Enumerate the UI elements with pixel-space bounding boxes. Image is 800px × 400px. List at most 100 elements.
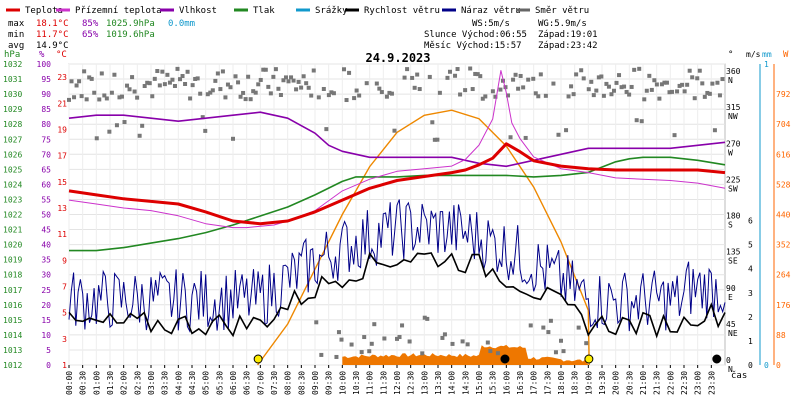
dir-point-237 bbox=[664, 80, 669, 85]
dir-point-129 bbox=[392, 128, 397, 133]
xtick-label-30: 15:00 bbox=[475, 371, 484, 395]
xtick-label-44: 22:00 bbox=[666, 371, 675, 395]
dir-point-122 bbox=[374, 81, 379, 86]
dir-point-219 bbox=[619, 85, 624, 90]
tick-hum-10: 50 bbox=[41, 211, 51, 220]
dir-point-17 bbox=[109, 90, 114, 95]
xtick-label-39: 19:30 bbox=[598, 371, 607, 395]
dir-point-222 bbox=[627, 92, 632, 97]
dir-point-75 bbox=[256, 82, 261, 87]
tick-hpa-10: 1022 bbox=[3, 211, 22, 220]
tick-hpa-19: 1031 bbox=[3, 75, 22, 84]
dir-point-16 bbox=[107, 129, 112, 134]
dir-point-0 bbox=[67, 97, 71, 102]
dir-point-81 bbox=[271, 74, 276, 79]
xtick-label-34: 17:00 bbox=[530, 371, 539, 395]
tick-speed-2: 2 bbox=[748, 313, 753, 322]
dir-point-192 bbox=[551, 81, 556, 86]
dir-point-126 bbox=[384, 94, 389, 99]
dir-point-114 bbox=[354, 88, 359, 93]
dir-point-240 bbox=[672, 133, 677, 138]
series-wind-speed bbox=[68, 251, 726, 339]
axis-hum-label: % bbox=[39, 50, 45, 60]
dir-point-46 bbox=[183, 81, 188, 86]
tick-solar-4: 352 bbox=[776, 241, 791, 250]
xtick-label-4: 02:00 bbox=[120, 371, 129, 395]
tick-temp-2: 5 bbox=[62, 309, 67, 318]
dir-point-258 bbox=[717, 93, 722, 98]
xtick-label-16: 08:00 bbox=[284, 371, 293, 395]
dir-point-54 bbox=[203, 128, 208, 133]
dir-point-26 bbox=[132, 89, 137, 94]
dir-point-208 bbox=[591, 93, 596, 98]
dir-point-118 bbox=[364, 81, 369, 86]
xtick-label-0: 00:00 bbox=[65, 371, 74, 395]
tick-dir-1: 45 bbox=[726, 320, 736, 329]
dir-point-146 bbox=[435, 137, 440, 142]
dir-point-185 bbox=[533, 91, 538, 96]
dir-point-195 bbox=[559, 338, 563, 343]
axis-hpa-label: hPa bbox=[4, 50, 20, 60]
dir-point-66 bbox=[233, 74, 238, 79]
dir-point-128 bbox=[389, 91, 394, 96]
dir-point-50 bbox=[193, 76, 198, 81]
dir-point-255 bbox=[710, 81, 715, 86]
dir-point-92 bbox=[299, 85, 304, 90]
tick-hpa-8: 1020 bbox=[3, 241, 22, 250]
dir-point-244 bbox=[682, 89, 687, 94]
dir-point-91 bbox=[296, 79, 301, 84]
tick-hum-19: 95 bbox=[41, 75, 51, 84]
dir-point-231 bbox=[649, 87, 654, 92]
series-ground-temperature bbox=[68, 70, 726, 229]
dir-point-229 bbox=[644, 88, 649, 93]
dir-point-86 bbox=[283, 75, 288, 80]
xtick-label-20: 10:00 bbox=[338, 371, 347, 395]
dir-point-43 bbox=[175, 66, 180, 71]
tick-speed-0: 0 bbox=[748, 361, 753, 370]
dir-point-13 bbox=[99, 71, 104, 76]
tick-hum-15: 75 bbox=[41, 135, 51, 144]
dir-point-152 bbox=[450, 341, 455, 346]
dir-point-257 bbox=[715, 80, 720, 85]
stat-min-label: min bbox=[8, 30, 24, 40]
dir-point-69 bbox=[241, 90, 246, 95]
dir-point-115 bbox=[357, 93, 362, 98]
tick-hpa-12: 1024 bbox=[3, 180, 22, 189]
xtick-label-43: 21:30 bbox=[653, 371, 662, 395]
dir-point-204 bbox=[581, 76, 586, 81]
dir-point-130 bbox=[395, 336, 399, 341]
tick-hpa-11: 1023 bbox=[3, 195, 22, 204]
tick-rain-zero: 0 bbox=[764, 361, 769, 370]
series-pressure bbox=[69, 156, 726, 252]
xtick-label-23: 11:30 bbox=[379, 371, 388, 395]
tick-hpa-0: 1012 bbox=[3, 361, 22, 370]
xtick-label-1: 00:30 bbox=[79, 371, 88, 395]
dir-point-247 bbox=[690, 75, 695, 80]
dir-point-117 bbox=[362, 335, 367, 340]
moonset-marker bbox=[712, 354, 722, 364]
dir-point-134 bbox=[405, 67, 410, 72]
dir-point-243 bbox=[680, 82, 685, 87]
dir-point-142 bbox=[425, 316, 430, 321]
tick-dir-0: 0 bbox=[726, 356, 731, 365]
dir-point-221 bbox=[624, 89, 629, 94]
dir-point-138 bbox=[415, 72, 420, 77]
dir-point-19 bbox=[114, 123, 119, 128]
dir-point-140 bbox=[420, 351, 425, 356]
dir-point-148 bbox=[440, 335, 445, 340]
dir-point-207 bbox=[589, 79, 594, 84]
dir-point-165 bbox=[483, 94, 488, 99]
xtick-label-5: 02:30 bbox=[133, 371, 142, 395]
dir-point-90 bbox=[294, 87, 299, 92]
dir-point-197 bbox=[564, 128, 569, 133]
dir-point-184 bbox=[531, 76, 536, 81]
dir-point-20 bbox=[117, 95, 122, 100]
tick-dir-3: 135 bbox=[726, 248, 741, 257]
dir-point-220 bbox=[622, 84, 627, 89]
tick-solar-5: 440 bbox=[776, 211, 791, 220]
dir-point-36 bbox=[157, 83, 162, 88]
tick-temp-11: 23 bbox=[57, 73, 67, 82]
stat-max-rain: 0.0mm bbox=[168, 19, 195, 29]
dir-point-52 bbox=[198, 91, 203, 96]
